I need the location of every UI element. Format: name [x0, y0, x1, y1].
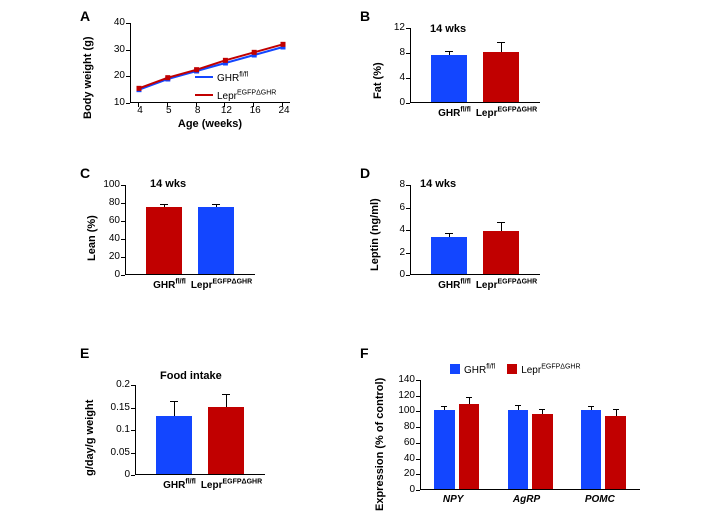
group-label: AgRP	[502, 494, 552, 505]
bar	[198, 207, 234, 275]
y-tick: 8	[380, 47, 405, 58]
y-tick: 4	[380, 224, 405, 235]
y-tick: 2	[380, 247, 405, 258]
y-tick: 100	[390, 405, 415, 416]
bar-label: LeprEGFPΔGHR	[472, 279, 542, 291]
bar-label: LeprEGFPΔGHR	[197, 479, 267, 491]
group-label: NPY	[428, 494, 478, 505]
y-tick: 12	[380, 22, 405, 33]
panel-b: B 14 wks Fat (%) 04812GHRfl/flLeprEGFPΔG…	[360, 8, 580, 138]
y-tick: 120	[390, 390, 415, 401]
bar	[156, 416, 192, 475]
bar	[434, 410, 455, 489]
panel-f: F GHRfl/fl LeprEGFPΔGHR Expression (% of …	[360, 345, 680, 515]
y-tick: 8	[380, 179, 405, 190]
x-tick: 24	[274, 105, 294, 116]
panel-e: E Food intake g/day/g weight 0 0.05 0.1 0.1…	[60, 345, 320, 505]
y-tick: 80	[390, 421, 415, 432]
panel-a-xlabel: Age (weeks)	[160, 118, 260, 130]
bar	[459, 404, 480, 489]
y-tick: 20	[95, 251, 120, 262]
y-tick: 40	[100, 17, 125, 28]
bar-label: LeprEGFPΔGHR	[187, 279, 257, 291]
panel-c-plot	[125, 185, 255, 275]
x-tick: 16	[245, 105, 265, 116]
panel-d-label: D	[360, 165, 370, 181]
y-tick: 0	[380, 269, 405, 280]
panel-a-ylabel: Body weight (g)	[82, 19, 94, 119]
panel-d-plot	[410, 185, 540, 275]
bar	[581, 410, 602, 489]
y-tick: 0.05	[105, 447, 130, 458]
bar	[508, 410, 529, 489]
panel-e-ylabel: g/day/g weight	[84, 386, 96, 476]
x-tick: 12	[216, 105, 236, 116]
bar	[605, 416, 626, 489]
panel-f-plot	[420, 380, 640, 490]
x-tick: 4	[130, 105, 150, 116]
x-tick: 8	[188, 105, 208, 116]
y-tick: 60	[95, 215, 120, 226]
bar	[146, 207, 182, 275]
bar	[483, 52, 519, 102]
panel-c-label: C	[80, 165, 90, 181]
y-tick: 10	[100, 97, 125, 108]
panel-b-label: B	[360, 8, 370, 24]
y-tick: 4	[380, 72, 405, 83]
panel-f-ylabel: Expression (% of control)	[374, 361, 386, 511]
legend-item: LeprEGFPΔGHR	[507, 360, 580, 377]
y-tick: 20	[390, 468, 415, 479]
panel-b-plot	[410, 28, 540, 103]
x-tick: 5	[159, 105, 179, 116]
y-tick: 100	[95, 179, 120, 190]
group-label: POMC	[575, 494, 625, 505]
y-tick: 140	[390, 374, 415, 385]
y-tick: 0	[95, 269, 120, 280]
bar	[532, 414, 553, 489]
y-tick: 80	[95, 197, 120, 208]
panel-e-plot	[135, 385, 265, 475]
legend-item: GHRfl/fl	[450, 360, 495, 377]
bar-label: LeprEGFPΔGHR	[472, 107, 542, 119]
legend-item: LeprEGFPΔGHR	[195, 86, 276, 104]
panel-f-label: F	[360, 345, 369, 361]
bar	[431, 237, 467, 274]
y-tick: 40	[95, 233, 120, 244]
panel-e-label: E	[80, 345, 89, 361]
legend-item: GHRfl/fl	[195, 68, 276, 86]
y-tick: 40	[390, 453, 415, 464]
y-tick: 60	[390, 437, 415, 448]
y-tick: 6	[380, 202, 405, 213]
y-tick: 20	[100, 70, 125, 81]
bar	[483, 231, 519, 274]
y-tick: 0.1	[105, 424, 130, 435]
y-tick: 0.15	[105, 402, 130, 413]
y-tick: 0	[380, 97, 405, 108]
bar	[208, 407, 244, 475]
panel-e-title: Food intake	[160, 370, 222, 382]
panel-c: C 14 wks Lean (%) 020406080100GHRfl/flLe…	[60, 165, 320, 305]
panel-a: A Body weight (g) Age (weeks) GHRfl/flLe…	[60, 8, 320, 138]
y-tick: 30	[100, 44, 125, 55]
panel-d: D 14 wks Leptin (ng/ml) 02468GHRfl/flLep…	[360, 165, 580, 305]
bar	[431, 55, 467, 102]
y-tick: 0.2	[105, 379, 130, 390]
y-tick: 0	[105, 469, 130, 480]
y-tick: 0	[390, 484, 415, 495]
